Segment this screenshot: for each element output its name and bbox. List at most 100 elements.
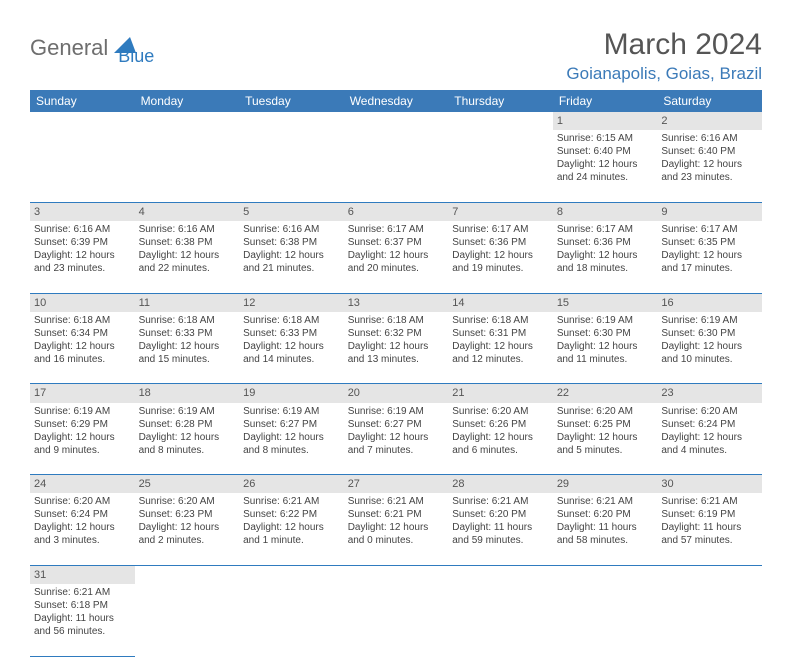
- sunset-text: Sunset: 6:37 PM: [348, 236, 445, 249]
- day-cell: Sunrise: 6:15 AMSunset: 6:40 PMDaylight:…: [553, 130, 658, 202]
- daynum-row: 3456789: [30, 202, 762, 221]
- sunrise-text: Sunrise: 6:20 AM: [661, 405, 758, 418]
- daylight-text: Daylight: 12 hours: [557, 340, 654, 353]
- sunset-text: Sunset: 6:21 PM: [348, 508, 445, 521]
- day-cell: Sunrise: 6:21 AMSunset: 6:19 PMDaylight:…: [657, 493, 762, 565]
- daylight-text: Daylight: 12 hours: [34, 521, 131, 534]
- day-number: [344, 112, 449, 130]
- sunrise-text: Sunrise: 6:21 AM: [661, 495, 758, 508]
- daylight-text: Daylight: 12 hours: [452, 249, 549, 262]
- daylight-text: and 21 minutes.: [243, 262, 340, 275]
- weekday-wednesday: Wednesday: [344, 90, 449, 112]
- day-number: 23: [657, 384, 762, 403]
- day-cell: Sunrise: 6:17 AMSunset: 6:36 PMDaylight:…: [448, 221, 553, 293]
- day-cell: Sunrise: 6:19 AMSunset: 6:29 PMDaylight:…: [30, 403, 135, 475]
- daylight-text: and 1 minute.: [243, 534, 340, 547]
- day-cell: Sunrise: 6:20 AMSunset: 6:24 PMDaylight:…: [30, 493, 135, 565]
- brand-logo: General Blue: [30, 28, 154, 67]
- day-cell: Sunrise: 6:21 AMSunset: 6:18 PMDaylight:…: [30, 584, 135, 656]
- day-number: 22: [553, 384, 658, 403]
- day-number: 26: [239, 475, 344, 494]
- sunset-text: Sunset: 6:36 PM: [557, 236, 654, 249]
- title-block: March 2024 Goianapolis, Goias, Brazil: [566, 28, 762, 84]
- daylight-text: Daylight: 12 hours: [34, 431, 131, 444]
- daylight-text: Daylight: 12 hours: [557, 158, 654, 171]
- sunset-text: Sunset: 6:30 PM: [557, 327, 654, 340]
- day-cell: Sunrise: 6:16 AMSunset: 6:40 PMDaylight:…: [657, 130, 762, 202]
- sunset-text: Sunset: 6:26 PM: [452, 418, 549, 431]
- daylight-text: Daylight: 12 hours: [139, 340, 236, 353]
- day-number: 19: [239, 384, 344, 403]
- daylight-text: Daylight: 12 hours: [34, 249, 131, 262]
- day-number: 5: [239, 202, 344, 221]
- day-cell: Sunrise: 6:21 AMSunset: 6:21 PMDaylight:…: [344, 493, 449, 565]
- sunset-text: Sunset: 6:38 PM: [243, 236, 340, 249]
- sunset-text: Sunset: 6:39 PM: [34, 236, 131, 249]
- day-cell: [135, 130, 240, 202]
- day-number: 31: [30, 565, 135, 584]
- sunrise-text: Sunrise: 6:16 AM: [661, 132, 758, 145]
- sunrise-text: Sunrise: 6:20 AM: [452, 405, 549, 418]
- sunrise-text: Sunrise: 6:16 AM: [139, 223, 236, 236]
- week-row: Sunrise: 6:18 AM Sunset: 6:34 PM Daylight:…: [30, 312, 762, 384]
- day-cell: Sunrise: 6:18 AMSunset: 6:34 PMDaylight:…: [30, 312, 135, 384]
- day-cell: Sunrise: 6:17 AMSunset: 6:35 PMDaylight:…: [657, 221, 762, 293]
- daylight-text: Daylight: 12 hours: [452, 340, 549, 353]
- sunrise-text: Sunrise: 6:17 AM: [557, 223, 654, 236]
- sunrise-text: Sunrise: 6:17 AM: [452, 223, 549, 236]
- day-number: 14: [448, 293, 553, 312]
- day-cell: Sunrise: 6:20 AMSunset: 6:25 PMDaylight:…: [553, 403, 658, 475]
- sunrise-text: Sunrise: 6:21 AM: [557, 495, 654, 508]
- day-number: 10: [30, 293, 135, 312]
- sunset-text: Sunset: 6:32 PM: [348, 327, 445, 340]
- daylight-text: Daylight: 12 hours: [139, 249, 236, 262]
- daylight-text: and 57 minutes.: [661, 534, 758, 547]
- day-number: 4: [135, 202, 240, 221]
- day-cell: Sunrise: 6:20 AMSunset: 6:24 PMDaylight:…: [657, 403, 762, 475]
- day-number: 9: [657, 202, 762, 221]
- day-number: 11: [135, 293, 240, 312]
- daylight-text: and 17 minutes.: [661, 262, 758, 275]
- day-cell: Sunrise: 6:17 AMSunset: 6:36 PMDaylight:…: [553, 221, 658, 293]
- day-number: [448, 565, 553, 584]
- daynum-row: 31: [30, 565, 762, 584]
- sunrise-text: Sunrise: 6:21 AM: [348, 495, 445, 508]
- day-cell: Sunrise: 6:16 AMSunset: 6:38 PMDaylight:…: [239, 221, 344, 293]
- day-cell: [657, 584, 762, 656]
- weekday-friday: Friday: [553, 90, 658, 112]
- day-number: 3: [30, 202, 135, 221]
- weekday-tuesday: Tuesday: [239, 90, 344, 112]
- sunrise-text: Sunrise: 6:21 AM: [34, 586, 131, 599]
- daynum-row: 12: [30, 112, 762, 130]
- day-cell: [448, 584, 553, 656]
- day-cell: Sunrise: 6:17 AMSunset: 6:37 PMDaylight:…: [344, 221, 449, 293]
- day-number: 21: [448, 384, 553, 403]
- sunset-text: Sunset: 6:22 PM: [243, 508, 340, 521]
- sunrise-text: Sunrise: 6:18 AM: [348, 314, 445, 327]
- day-number: 1: [553, 112, 658, 130]
- daylight-text: and 7 minutes.: [348, 444, 445, 457]
- sunset-text: Sunset: 6:34 PM: [34, 327, 131, 340]
- day-number: [239, 565, 344, 584]
- daylight-text: Daylight: 11 hours: [557, 521, 654, 534]
- daynum-row: 10111213141516: [30, 293, 762, 312]
- brand-word1: General: [30, 35, 108, 61]
- sunrise-text: Sunrise: 6:19 AM: [34, 405, 131, 418]
- daylight-text: and 11 minutes.: [557, 353, 654, 366]
- sunset-text: Sunset: 6:30 PM: [661, 327, 758, 340]
- day-number: 24: [30, 475, 135, 494]
- sunrise-text: Sunrise: 6:16 AM: [34, 223, 131, 236]
- daylight-text: and 58 minutes.: [557, 534, 654, 547]
- day-number: 28: [448, 475, 553, 494]
- daynum-row: 24252627282930: [30, 475, 762, 494]
- daylight-text: and 23 minutes.: [661, 171, 758, 184]
- sunrise-text: Sunrise: 6:17 AM: [661, 223, 758, 236]
- day-cell: Sunrise: 6:19 AMSunset: 6:30 PMDaylight:…: [553, 312, 658, 384]
- daylight-text: Daylight: 12 hours: [348, 431, 445, 444]
- sunrise-text: Sunrise: 6:18 AM: [139, 314, 236, 327]
- daylight-text: and 3 minutes.: [34, 534, 131, 547]
- sunset-text: Sunset: 6:36 PM: [452, 236, 549, 249]
- day-cell: Sunrise: 6:21 AMSunset: 6:20 PMDaylight:…: [448, 493, 553, 565]
- sunset-text: Sunset: 6:33 PM: [139, 327, 236, 340]
- day-number: 25: [135, 475, 240, 494]
